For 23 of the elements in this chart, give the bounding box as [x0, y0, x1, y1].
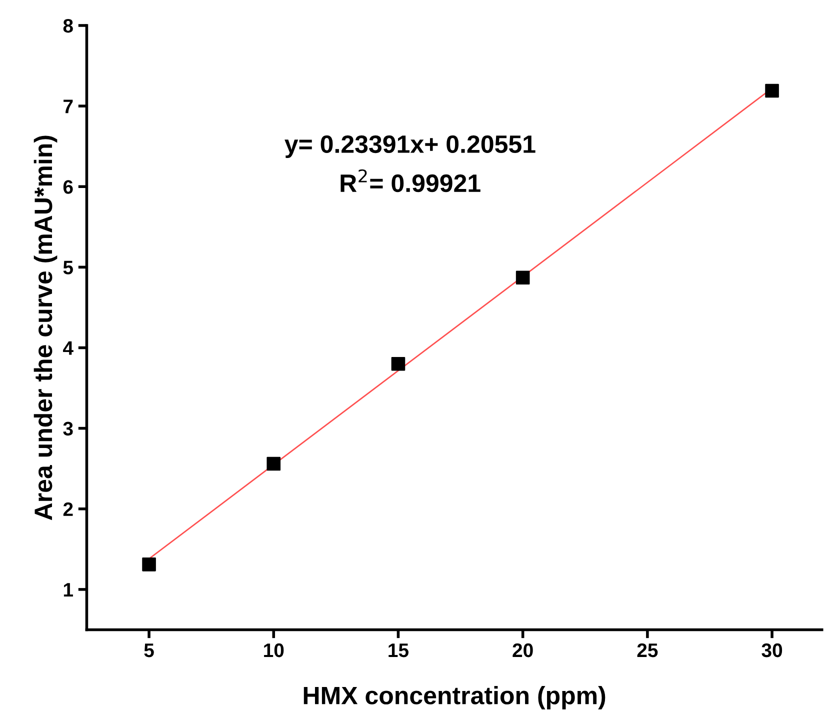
x-axis-title: HMX concentration (ppm): [304, 686, 606, 710]
x-tick-label: 15: [388, 644, 409, 658]
y-tick-label: 1: [64, 583, 73, 596]
y-axis-title: Area under the curve (mAU*min): [34, 136, 58, 520]
x-tick-label: 10: [264, 643, 284, 658]
annotation: y= 0.23391x+ 0.20551: [284, 135, 536, 158]
y-tick-label: 7: [64, 100, 73, 114]
annotation: R$^{2}$= 0.99921: [340, 169, 480, 192]
x-tick-label: 5: [144, 644, 154, 658]
y-tick-label: 4: [63, 341, 74, 355]
x-tick-label: 20: [512, 643, 533, 658]
y-tick-label: 6: [63, 180, 73, 194]
y-tick-label: 2: [63, 502, 73, 516]
point: [516, 270, 530, 285]
point: [765, 84, 779, 98]
y-tick-label: 5: [63, 260, 73, 274]
point: [142, 558, 156, 572]
y-tick-label: 3: [63, 422, 73, 436]
point: [391, 356, 406, 371]
x-tick-label: 30: [762, 643, 782, 658]
x-tick-label: 25: [637, 643, 658, 658]
y-tick-label: 8: [63, 18, 73, 33]
point: [266, 456, 281, 471]
